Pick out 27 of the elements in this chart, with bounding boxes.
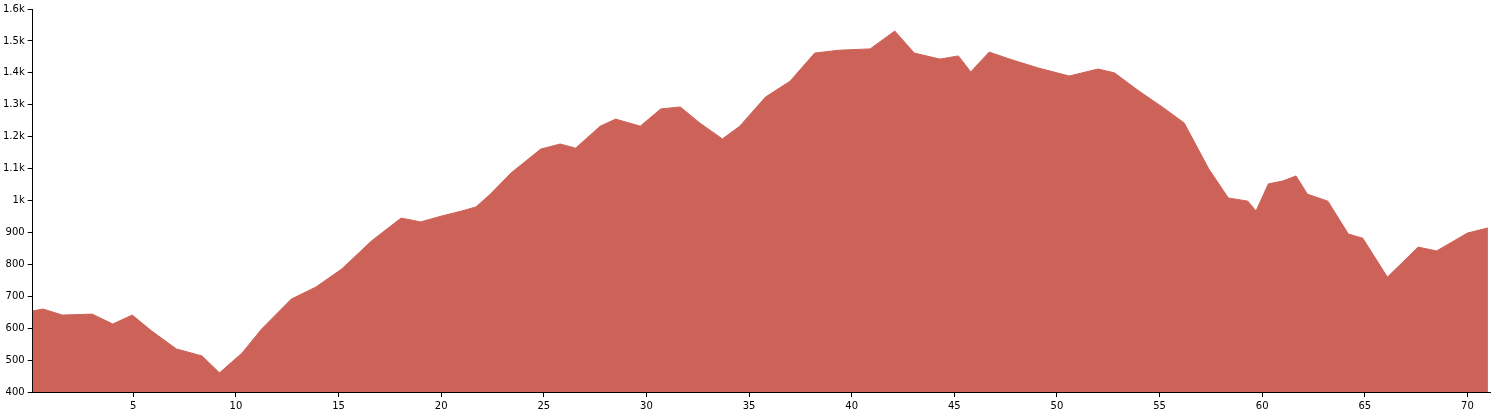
x-tick-label: 25	[537, 399, 551, 411]
y-tick-label: 900	[5, 226, 25, 238]
y-tick-label: 1.1k	[2, 162, 25, 174]
x-tick-label: 5	[130, 399, 137, 411]
y-tick-label: 800	[5, 257, 25, 269]
x-tick-label: 65	[1358, 399, 1372, 411]
x-tick-label: 20	[434, 399, 448, 411]
x-tick-label: 40	[845, 399, 859, 411]
x-tick-label: 55	[1153, 399, 1166, 411]
y-tick-label: 1.6k	[2, 2, 25, 14]
y-tick-label: 1.3k	[2, 98, 25, 110]
y-tick-label: 500	[5, 353, 25, 365]
x-tick-label: 15	[332, 399, 345, 411]
x-tick-label: 10	[229, 399, 243, 411]
y-tick-label: 600	[5, 321, 25, 333]
y-tick-label: 1.2k	[2, 130, 25, 142]
y-tick-label: 1.5k	[2, 34, 25, 46]
x-tick-label: 30	[640, 399, 653, 411]
y-tick-label: 400	[5, 385, 25, 397]
x-tick-label: 50	[1050, 399, 1064, 411]
y-tick-label: 700	[5, 289, 25, 301]
x-tick-label: 60	[1255, 399, 1269, 411]
x-tick-label: 70	[1461, 399, 1474, 411]
x-tick-label: 35	[742, 399, 756, 411]
x-tick-label: 45	[947, 399, 961, 411]
y-tick-label: 1k	[12, 194, 25, 206]
y-tick-label: 1.4k	[2, 66, 25, 78]
